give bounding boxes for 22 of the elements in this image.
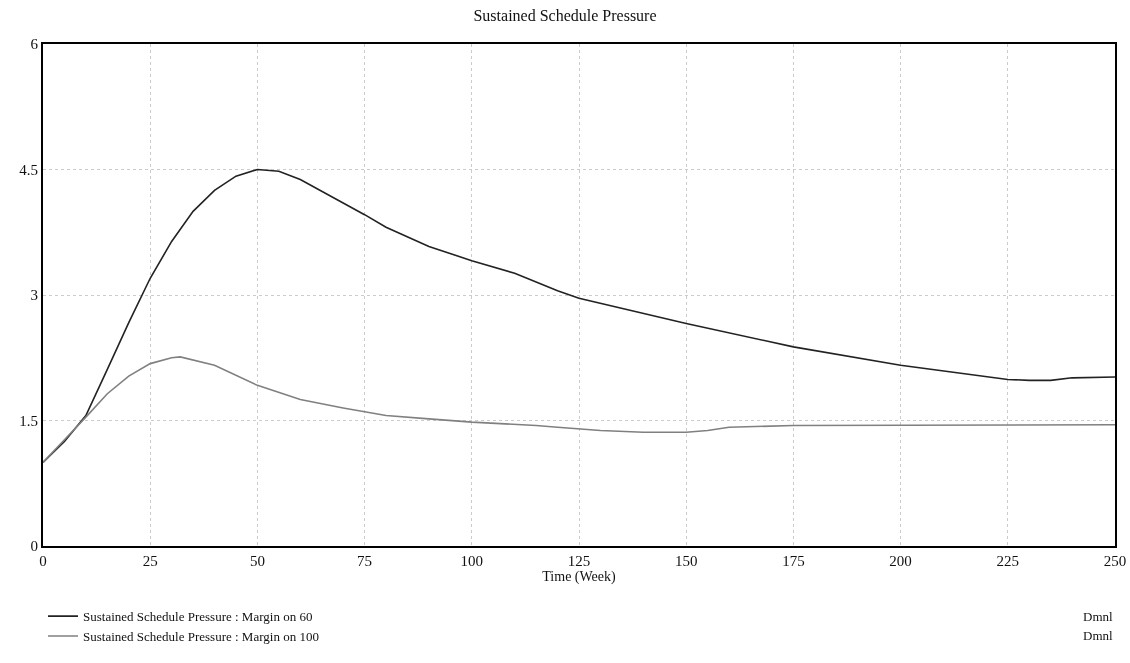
x-tick-label: 200 bbox=[889, 553, 912, 569]
x-tick-label: 100 bbox=[460, 553, 484, 569]
y-tick-label: 3 bbox=[30, 287, 38, 304]
y-tick-label: 6 bbox=[30, 36, 39, 53]
y-tick-label: 0 bbox=[30, 538, 38, 555]
x-tick-label: 75 bbox=[357, 553, 373, 569]
x-tick-label: 25 bbox=[142, 553, 158, 569]
x-tick-label: 150 bbox=[674, 553, 698, 569]
legend-label: Sustained Schedule Pressure : Margin on 60 bbox=[83, 609, 313, 625]
x-tick-label: 50 bbox=[249, 553, 265, 569]
x-tick-label: 225 bbox=[996, 553, 1020, 569]
chart-title: Sustained Schedule Pressure bbox=[473, 7, 657, 25]
y-tick-label: 4.5 bbox=[19, 161, 38, 178]
text: Dmnl bbox=[1083, 628, 1113, 643]
x-tick-label: 175 bbox=[782, 553, 805, 569]
text: Dmnl bbox=[1083, 609, 1113, 624]
x-tick-label: 125 bbox=[567, 553, 591, 569]
legend-label: Sustained Schedule Pressure : Margin on 100 bbox=[83, 629, 319, 645]
x-axis-title: Time (Week) bbox=[542, 569, 617, 585]
x-tick-label: 250 bbox=[1103, 553, 1127, 569]
y-tick-label: 1.5 bbox=[19, 412, 38, 429]
line-series bbox=[43, 356, 1115, 464]
